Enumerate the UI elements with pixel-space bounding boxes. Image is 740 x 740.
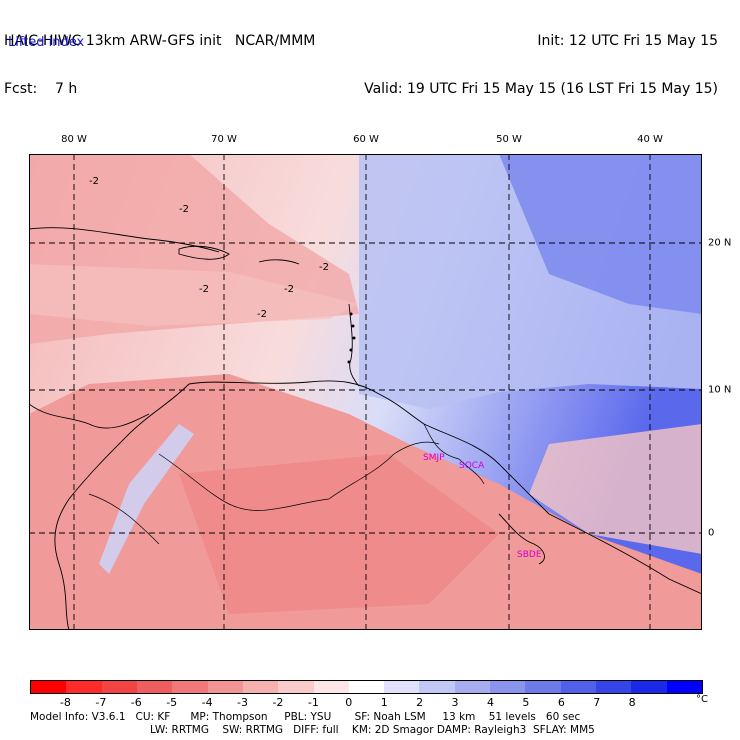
colorbar-tick-label: -3	[237, 696, 248, 709]
colorbar-swatch	[313, 681, 349, 693]
model-info-line-2: LW: RRTMG SW: RRTMG DIFF: full KM: 2D Sm…	[150, 724, 595, 736]
contour-label: -2	[257, 309, 267, 320]
lon-label-50w: 50 W	[496, 134, 522, 145]
atlantic-pink-tongue	[529, 424, 702, 554]
colorbar-tick-label: -6	[130, 696, 142, 709]
colorbar-tick-label: 4	[486, 696, 494, 709]
colorbar-swatch	[631, 681, 667, 693]
model-info-line-1: Model Info: V3.6.1 CU: KF MP: Thompson P…	[30, 711, 581, 723]
colorbar-swatch	[207, 681, 243, 693]
colorbar-swatch	[242, 681, 279, 693]
lat-label-10n: 10 N	[708, 384, 732, 396]
colorbar-swatch	[419, 681, 455, 693]
colorbar	[30, 680, 703, 694]
colorbar-swatch	[101, 681, 137, 693]
lat-label-20n: 20 N	[708, 237, 732, 249]
header-left: HAIC-HIWC 13km ARW-GFS init NCAR/MMM Fcs…	[4, 1, 315, 113]
colorbar-tick-label: -4	[201, 696, 213, 709]
colorbar-swatch	[66, 681, 102, 693]
colorbar-swatch	[136, 681, 173, 693]
init-time: Init: 12 UTC Fri 15 May 15	[537, 33, 718, 49]
colorbar-swatch	[172, 681, 208, 693]
model-title: HAIC-HIWC 13km ARW-GFS init NCAR/MMM	[4, 33, 316, 49]
colorbar-swatch	[490, 681, 526, 693]
colorbar-swatch	[384, 681, 420, 693]
country-borders	[88, 423, 485, 545]
contour-labels: -2 -2 -2 -2 -2 -2	[89, 176, 329, 320]
graticule	[29, 154, 702, 630]
contour-label: -2	[284, 284, 294, 295]
lon-label-60w: 60 W	[353, 134, 379, 145]
colorbar-swatch	[278, 681, 314, 693]
colorbar-tick-label: -7	[95, 696, 107, 709]
strong-positive-li-region	[499, 154, 702, 314]
colorbar-tick-label: -1	[307, 696, 319, 709]
contour-label: -2	[179, 204, 189, 215]
colorbar-tick-label: -8	[59, 696, 71, 709]
colorbar-tick-label: -2	[272, 696, 284, 709]
colorbar-swatch	[348, 681, 385, 693]
lon-label-40w: 40 W	[637, 134, 663, 145]
lat-label-0: 0	[708, 527, 715, 539]
contour-label: -2	[199, 284, 209, 295]
colorbar-swatch	[560, 681, 596, 693]
colorbar-swatch	[666, 681, 702, 693]
colorbar-unit: °C	[696, 694, 708, 705]
colorbar-tick-label: 2	[416, 696, 424, 709]
lon-label-70w: 70 W	[211, 134, 237, 145]
header-right: Init: 12 UTC Fri 15 May 15 Valid: 19 UTC…	[364, 1, 718, 113]
station-label-soca: SOCA	[459, 461, 485, 471]
caribbean-band	[29, 264, 359, 326]
contour-label: -2	[319, 262, 329, 273]
map-frame	[29, 154, 702, 630]
colorbar-tick-label: 7	[593, 696, 601, 709]
colorbar-swatch	[454, 681, 491, 693]
lifted-index-map: -2 -2 -2 -2 -2 -2 SMJP SOCA SBDE	[29, 154, 702, 630]
colorbar-tick-label: 0	[345, 696, 353, 709]
colorbar-tick-label: 1	[380, 696, 388, 709]
contour-label: -2	[89, 176, 99, 187]
colorbar-tick-label: 3	[451, 696, 459, 709]
coastlines	[29, 227, 702, 630]
field-label: Lifted index	[8, 35, 85, 50]
lon-label-80w: 80 W	[61, 134, 87, 145]
station-labels: SMJP SOCA SBDE	[423, 453, 542, 560]
colorbar-tick-label: 8	[628, 696, 636, 709]
amazon-negative-core	[179, 454, 499, 614]
colorbar-tick-label: -5	[166, 696, 178, 709]
forecast-hour: Fcst: 7 h	[4, 81, 78, 97]
colorbar-swatch	[31, 681, 67, 693]
valid-time: Valid: 19 UTC Fri 15 May 15 (16 LST Fri …	[364, 81, 718, 97]
lesser-antilles	[347, 312, 356, 364]
station-label-sbde: SBDE	[517, 550, 542, 560]
station-label-smjp: SMJP	[423, 453, 445, 463]
colorbar-tick-label: 6	[557, 696, 565, 709]
colorbar-swatch	[596, 681, 632, 693]
colorbar-swatch	[525, 681, 561, 693]
colorbar-tick-label: 5	[522, 696, 530, 709]
